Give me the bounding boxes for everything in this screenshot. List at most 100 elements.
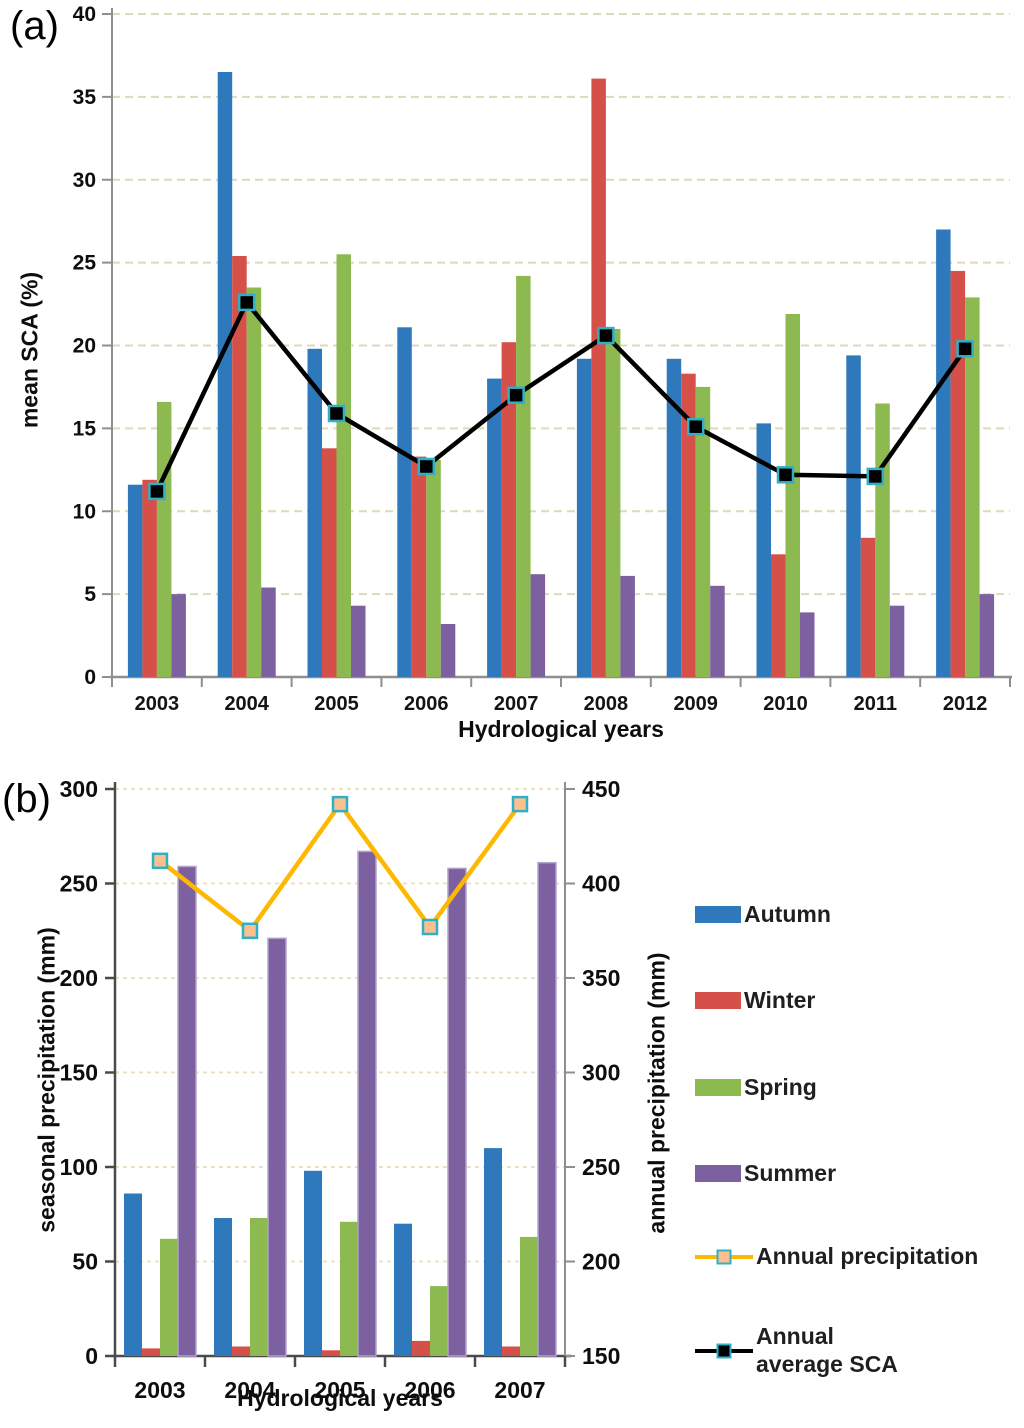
chart-a-x-tick: 2010 — [763, 693, 808, 715]
bar — [875, 403, 890, 677]
bar — [576, 358, 592, 677]
sca-marker-icon — [417, 457, 436, 476]
chart-a-x-tick: 2008 — [584, 693, 629, 715]
bar — [979, 594, 995, 677]
legend-swatch-annual-precipitation — [695, 1248, 753, 1266]
legend-label: Winter — [744, 987, 816, 1013]
legend-item-summer: Summer — [695, 1160, 836, 1188]
legend-item-annual-precipitation: Annual precipitation — [695, 1243, 978, 1271]
chart-a-line-annual-average-sca — [148, 293, 974, 501]
legend-item-annual-average-sca: Annual average SCA — [695, 1323, 918, 1378]
chart-b-bars-summer — [177, 850, 557, 1357]
chart-a-y-tick-labels: 0 5 10 15 20 25 30 35 40 — [73, 3, 97, 689]
bar — [516, 275, 531, 677]
precipitation-marker-icon — [151, 852, 169, 870]
chart-b-x-tick: 2005 — [314, 1377, 365, 1403]
bar — [124, 1193, 142, 1356]
bar — [889, 605, 905, 677]
chart-a-y-tick: 10 — [73, 500, 96, 523]
bar — [246, 287, 262, 677]
bar — [447, 867, 467, 1357]
chart-b-x-tick: 2004 — [224, 1377, 275, 1403]
chart-a-y-tick: 35 — [73, 86, 97, 109]
bar — [501, 342, 517, 677]
chart-a-y-tick: 0 — [84, 666, 96, 689]
bar — [965, 297, 980, 677]
chart-b-plot: 0 50 100 150 200 250 300 150 200 250 300 350 400 450 2… — [60, 776, 621, 1403]
bar — [217, 72, 233, 677]
bar — [487, 378, 502, 677]
legend-item-winter: Winter — [695, 987, 815, 1015]
panel-a-tag: (a) — [10, 4, 59, 48]
chart-b-right-y-axis-title: annual precipitation (mm) — [643, 952, 670, 1234]
chart-b-x-axis-title: Hydrological years — [237, 1385, 443, 1411]
bar — [307, 348, 322, 677]
bar — [756, 423, 771, 677]
bar — [177, 865, 197, 1357]
bar — [430, 1286, 448, 1356]
chart-a-bars-autumn — [127, 72, 951, 677]
bar — [322, 1350, 340, 1356]
bar — [520, 1236, 538, 1356]
legend-label: Summer — [744, 1160, 837, 1186]
chart-b-bars-spring — [160, 1218, 538, 1356]
chart-b-left-tick-labels: 0 50 100 150 200 250 300 — [60, 776, 98, 1369]
chart-b-left-tick: 250 — [60, 871, 98, 897]
sca-marker-icon — [597, 326, 615, 345]
sca-marker-icon — [507, 386, 525, 404]
legend-swatch-annual-average-sca — [695, 1342, 753, 1360]
chart-b-right-tick-labels: 150 200 250 300 350 400 450 — [582, 776, 620, 1369]
chart-b-left-tick: 100 — [60, 1154, 98, 1180]
chart-a-x-tick: 2006 — [404, 693, 449, 715]
bar — [681, 373, 696, 677]
bar — [537, 861, 557, 1357]
bar — [620, 575, 635, 677]
bar — [411, 456, 427, 677]
chart-b-right-tick: 450 — [582, 776, 620, 802]
panel-a: 0 5 10 15 20 25 30 35 40 2003 2004 2005 2006 2007 2008… — [10, 3, 1012, 742]
panel-b: 0 50 100 150 200 250 300 150 200 250 300 350 400 450 2… — [0, 775, 1024, 1428]
sca-marker-icon — [327, 404, 346, 423]
bar — [267, 937, 287, 1357]
chart-b-left-tick: 50 — [72, 1249, 98, 1275]
chart-a-bars-winter — [142, 78, 966, 678]
chart-a-x-tick: 2011 — [854, 693, 897, 715]
bar — [232, 256, 247, 677]
bar — [336, 254, 351, 678]
bar — [591, 78, 606, 678]
bar — [666, 358, 682, 677]
bar — [232, 1346, 250, 1356]
chart-a-plot: 0 5 10 15 20 25 30 35 40 2003 2004 2005 2006 2007 2008… — [73, 3, 1012, 715]
chart-a-x-tick: 2007 — [494, 693, 539, 715]
bar — [950, 270, 966, 677]
legend-label: Spring — [744, 1074, 817, 1100]
bar — [860, 537, 876, 677]
chart-a-y-tick: 30 — [73, 169, 96, 192]
bar — [304, 1170, 322, 1356]
bar — [250, 1218, 268, 1356]
bar — [412, 1340, 430, 1356]
bar — [160, 1238, 178, 1356]
chart-a-y-tick: 15 — [73, 417, 97, 440]
chart-a-y-axis-title: mean SCA (%) — [16, 271, 43, 429]
chart-b-x-tick: 2003 — [134, 1377, 185, 1403]
sca-marker-icon — [237, 293, 256, 312]
bar — [214, 1218, 232, 1356]
chart-b-left-tick: 300 — [60, 776, 98, 802]
chart-a-y-tick: 5 — [84, 583, 96, 606]
chart-b-left-tick: 0 — [85, 1343, 98, 1369]
legend-marker-icon — [716, 1343, 732, 1359]
chart-b-x-tick: 2006 — [404, 1377, 455, 1403]
bar — [785, 314, 800, 677]
chart-b-right-tick: 150 — [582, 1343, 620, 1369]
legend-label: Annual precipitation — [756, 1243, 979, 1269]
chart-a-bars-summer — [171, 574, 995, 677]
legend: Autumn Winter Spring Summer Annual precipita… — [695, 775, 1020, 1428]
chart-a-y-tick: 40 — [73, 3, 96, 26]
chart-b-left-tick: 150 — [60, 1060, 98, 1086]
bar — [771, 554, 786, 677]
sca-marker-icon — [686, 417, 705, 436]
bar — [710, 585, 725, 677]
bar — [351, 605, 366, 677]
chart-b-left-y-axis-title: seasonal precipitation (mm) — [33, 927, 60, 1233]
